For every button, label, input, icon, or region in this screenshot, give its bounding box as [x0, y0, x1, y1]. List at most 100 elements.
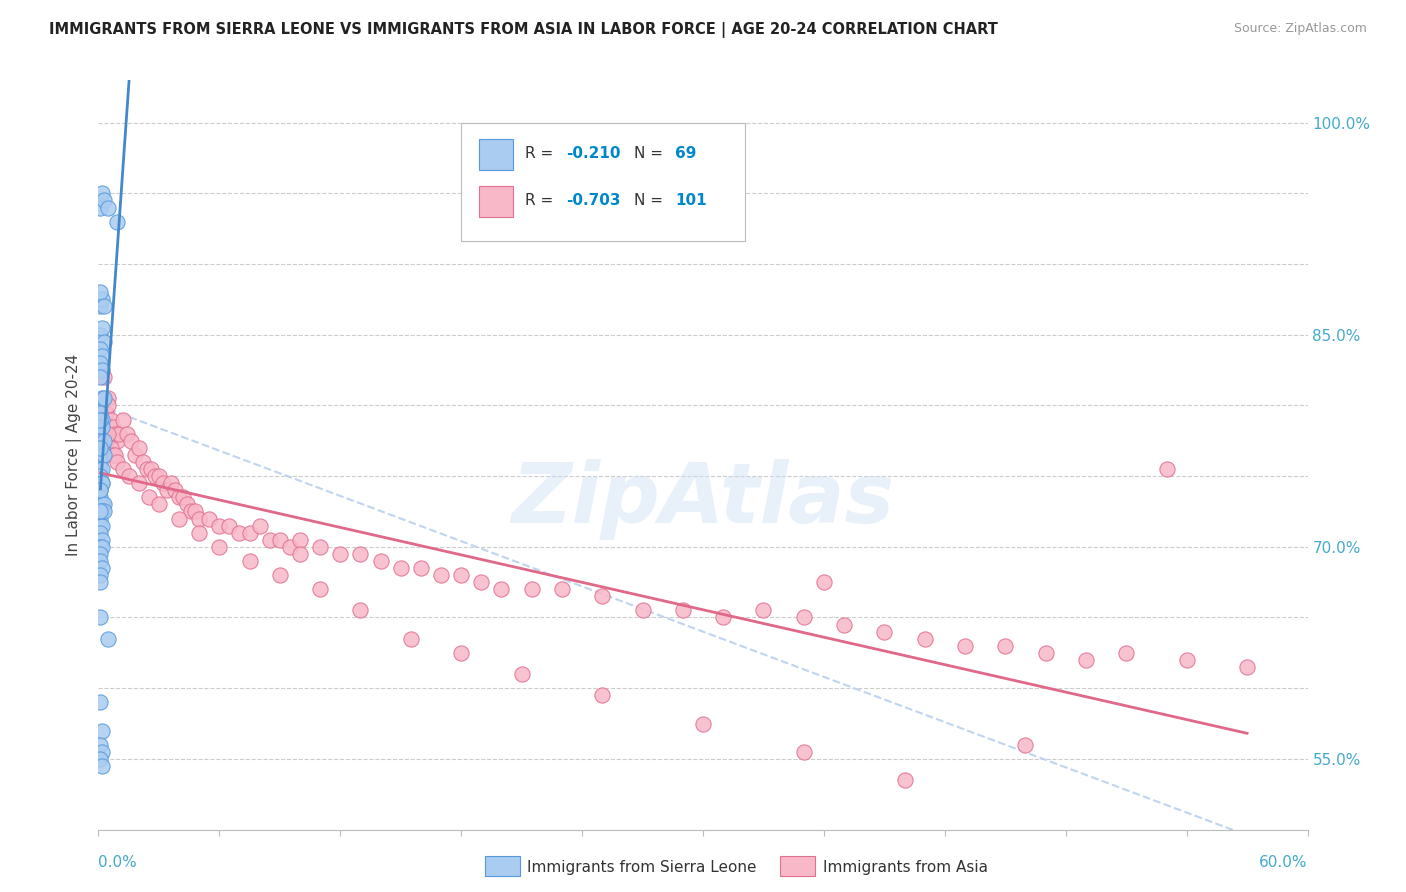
Point	[103, 426, 125, 441]
Point	[370, 554, 392, 568]
Y-axis label: In Labor Force | Age 20-24: In Labor Force | Age 20-24	[66, 354, 83, 556]
Point	[91, 392, 114, 406]
Point	[409, 561, 432, 575]
Point	[91, 476, 114, 491]
Point	[1014, 738, 1036, 752]
Point	[89, 412, 111, 426]
Point	[91, 540, 114, 554]
Point	[752, 603, 775, 617]
Point	[91, 399, 114, 413]
Point	[91, 441, 114, 455]
Point	[450, 568, 472, 582]
Point	[89, 342, 111, 356]
Point	[91, 759, 114, 773]
Point	[91, 419, 114, 434]
Point	[89, 455, 111, 469]
Point	[188, 525, 211, 540]
Text: R =: R =	[526, 194, 554, 209]
Point	[89, 511, 111, 525]
Point	[288, 533, 311, 547]
Point	[208, 540, 231, 554]
Point	[91, 518, 114, 533]
Point	[97, 632, 120, 646]
Point	[89, 405, 111, 419]
Text: R =: R =	[526, 146, 554, 161]
Point	[97, 426, 120, 441]
Point	[101, 448, 124, 462]
Point	[491, 582, 513, 597]
Text: 69: 69	[675, 146, 696, 161]
Point	[249, 518, 271, 533]
Point	[309, 582, 332, 597]
Point	[93, 334, 115, 349]
Point	[115, 426, 138, 441]
Point	[89, 504, 111, 518]
Point	[91, 561, 114, 575]
Text: IMMIGRANTS FROM SIERRA LEONE VS IMMIGRANTS FROM ASIA IN LABOR FORCE | AGE 20-24 : IMMIGRANTS FROM SIERRA LEONE VS IMMIGRAN…	[49, 22, 998, 38]
Text: N =: N =	[634, 146, 664, 161]
Point	[91, 504, 114, 518]
Point	[89, 462, 111, 476]
Point	[100, 441, 122, 455]
Point	[309, 540, 332, 554]
Point	[520, 582, 543, 597]
Point	[128, 476, 150, 491]
Point	[163, 483, 186, 498]
Point	[329, 547, 352, 561]
Point	[91, 320, 114, 334]
Point	[167, 511, 190, 525]
Point	[631, 603, 654, 617]
Point	[105, 455, 128, 469]
Text: -0.703: -0.703	[567, 194, 621, 209]
Point	[93, 497, 115, 511]
Point	[692, 716, 714, 731]
FancyBboxPatch shape	[461, 123, 745, 242]
Point	[111, 462, 134, 476]
Point	[269, 533, 291, 547]
Point	[89, 504, 111, 518]
Point	[450, 646, 472, 660]
Point	[228, 525, 250, 540]
Point	[91, 476, 114, 491]
Point	[551, 582, 574, 597]
Point	[711, 610, 734, 624]
Point	[91, 293, 114, 307]
Point	[89, 441, 111, 455]
Point	[91, 412, 114, 426]
Point	[148, 469, 170, 483]
Point	[430, 568, 453, 582]
Point	[89, 327, 111, 342]
Point	[89, 491, 111, 505]
Point	[93, 300, 115, 314]
Text: 0.0%: 0.0%	[98, 855, 138, 870]
Text: 101: 101	[675, 194, 707, 209]
Point	[91, 186, 114, 201]
FancyBboxPatch shape	[479, 186, 513, 218]
Point	[893, 773, 915, 788]
Point	[93, 434, 115, 448]
Point	[176, 497, 198, 511]
Point	[97, 399, 120, 413]
Point	[105, 434, 128, 448]
Point	[120, 434, 142, 448]
Point	[89, 469, 111, 483]
Point	[269, 568, 291, 582]
Text: -0.210: -0.210	[567, 146, 621, 161]
Point	[89, 434, 111, 448]
Point	[143, 469, 166, 483]
Point	[1175, 653, 1198, 667]
Point	[91, 462, 114, 476]
Point	[914, 632, 936, 646]
Point	[148, 497, 170, 511]
Point	[128, 441, 150, 455]
Point	[184, 504, 207, 518]
Point	[793, 745, 815, 759]
Point	[91, 533, 114, 547]
Text: ZipAtlas: ZipAtlas	[512, 459, 894, 541]
Point	[832, 617, 855, 632]
Point	[89, 554, 111, 568]
Point	[1115, 646, 1137, 660]
Point	[349, 603, 371, 617]
Point	[873, 624, 896, 639]
Point	[89, 356, 111, 370]
